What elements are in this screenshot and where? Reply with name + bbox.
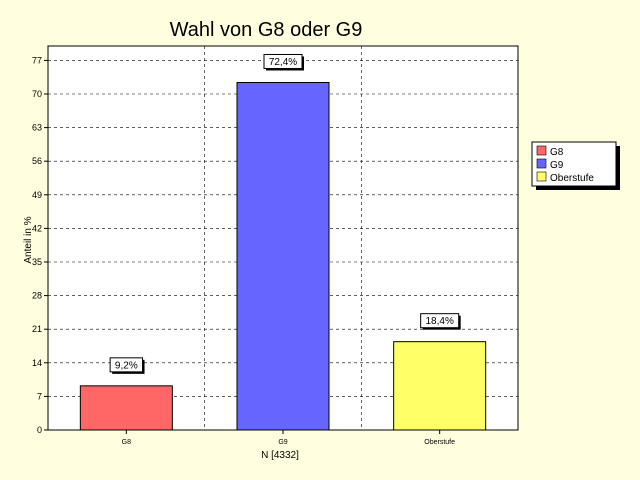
legend: G8 G9 Oberstufe <box>531 141 620 190</box>
y-tick-label: 56 <box>32 156 42 166</box>
x-tick-label: Oberstufe <box>424 439 455 446</box>
data-label: 72,4% <box>269 57 297 68</box>
y-tick-label: 70 <box>32 89 42 99</box>
y-tick-label: 28 <box>32 291 42 301</box>
legend-label-g8: G8 <box>550 147 564 158</box>
y-tick-label: 21 <box>32 324 42 334</box>
x-axis-label: N [4332] <box>261 450 299 461</box>
y-axis-label: Anteil in % <box>23 216 34 263</box>
data-label: 9,2% <box>115 360 138 371</box>
y-tick-label: 63 <box>32 123 42 133</box>
y-tick-label: 14 <box>32 358 42 368</box>
x-tick-label: G9 <box>278 439 287 446</box>
data-label: 18,4% <box>425 316 453 327</box>
data-label-box <box>263 53 303 69</box>
y-tick-label: 42 <box>32 223 42 233</box>
legend-swatch-oberstufe <box>536 171 547 182</box>
bar-g8 <box>79 385 173 431</box>
legend-label-g9: G9 <box>550 160 564 171</box>
legend-swatch-g8 <box>536 145 547 156</box>
bar-g9 <box>236 81 330 431</box>
bar-oberstufe <box>393 341 487 431</box>
x-tick-label: G8 <box>122 439 131 446</box>
y-tick-label: 77 <box>32 55 42 65</box>
plot-area: 0 7 14 21 28 35 42 49 56 63 70 77 G8 9,2% G9 72,4% Obers… <box>32 45 519 446</box>
legend-label-oberstufe: Oberstufe <box>550 173 594 184</box>
data-label-box <box>109 357 144 373</box>
chart-title: Wahl von G8 oder G9 <box>170 19 363 41</box>
y-tick-label: 7 <box>37 391 42 401</box>
y-tick-label: 0 <box>37 425 42 435</box>
y-tick-label: 49 <box>32 190 42 200</box>
y-tick-label: 35 <box>32 257 42 267</box>
legend-swatch-g9 <box>536 158 547 169</box>
data-label-box <box>420 313 460 329</box>
